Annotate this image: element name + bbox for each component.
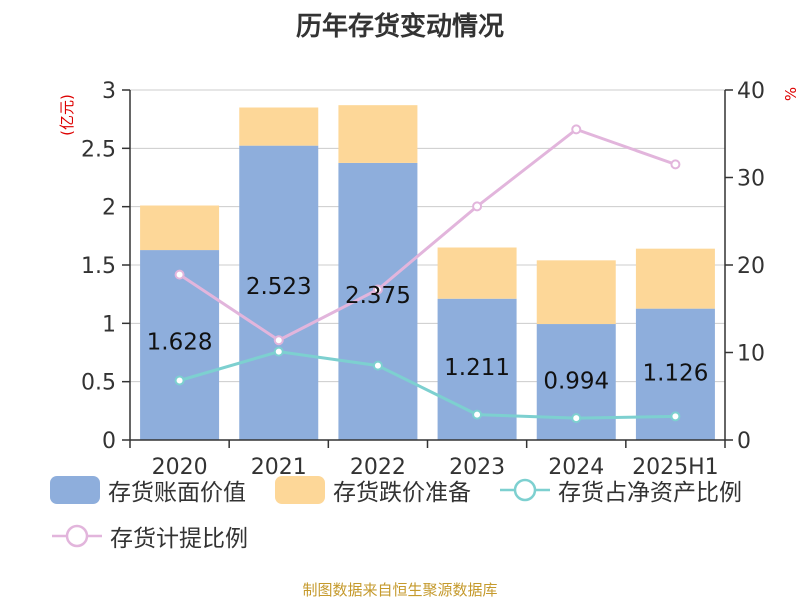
bar-impairment <box>140 205 220 251</box>
x-tick-label: 2024 <box>548 455 604 480</box>
legend-item-book-value[interactable]: 存货账面价值 <box>50 473 246 507</box>
y-right-tick-label: 20 <box>737 254 765 279</box>
legend-line-marker-provision-ratio <box>52 524 102 548</box>
y-left-tick-label: 3 <box>102 79 116 104</box>
legend-swatch-book-value <box>50 476 100 504</box>
y-right-axis-label: % <box>782 87 800 101</box>
bar-impairment <box>338 105 418 163</box>
ratio-net-assets-point <box>372 360 383 371</box>
x-tick-label: 2025H1 <box>632 455 719 480</box>
data-label-book-value: 0.994 <box>543 369 609 395</box>
bar-impairment <box>536 260 616 325</box>
data-label-book-value: 1.211 <box>444 355 510 381</box>
provision-ratio-point <box>273 335 284 346</box>
legend-item-provision-ratio[interactable]: 存货计提比例 <box>50 519 248 553</box>
y-left-tick-label: 1.5 <box>81 254 116 279</box>
provision-ratio-line <box>178 127 676 342</box>
provision-ratio-point <box>174 269 185 280</box>
legend-label-ratio-net-assets: 存货占净资产比例 <box>558 480 742 506</box>
legend-item-ratio-net-assets[interactable]: 存货占净资产比例 <box>498 473 742 507</box>
y-left-tick-label: 2 <box>102 196 116 221</box>
bar-impairment <box>635 248 715 309</box>
bar-book-value <box>140 250 220 440</box>
x-tick-label: 2020 <box>152 455 208 480</box>
data-label-book-value: 1.628 <box>147 329 213 355</box>
y-left-tick-label: 2.5 <box>81 137 116 162</box>
x-tick-label: 2023 <box>449 455 505 480</box>
legend-item-impairment[interactable]: 存货跌价准备 <box>275 473 471 507</box>
bar-impairment <box>239 107 319 146</box>
provision-ratio-point <box>571 124 582 135</box>
legend-label-provision-ratio: 存货计提比例 <box>110 526 248 552</box>
provision-ratio-point <box>372 284 383 295</box>
ratio-net-assets-point <box>571 413 582 424</box>
provision-ratio-point <box>472 201 483 212</box>
ratio-net-assets-point <box>174 375 185 386</box>
ratio-net-assets-point <box>273 346 284 357</box>
y-right-tick-label: 30 <box>737 167 765 192</box>
data-label-book-value: 1.126 <box>642 360 708 386</box>
chart-title: 历年存货变动情况 <box>295 12 504 42</box>
bar-book-value <box>239 145 319 440</box>
data-label-book-value: 2.523 <box>246 274 312 300</box>
legend-line-marker-ratio-net-assets <box>500 478 550 502</box>
ratio-net-assets-point <box>472 409 483 420</box>
y-left-tick-label: 1 <box>102 312 116 337</box>
y-right-tick-label: 10 <box>737 342 765 367</box>
bar-impairment <box>437 247 517 299</box>
legend-swatch-impairment <box>275 476 325 504</box>
y-right-tick-label: 0 <box>737 429 751 454</box>
y-left-tick-label: 0 <box>102 429 116 454</box>
y-left-tick-label: 0.5 <box>81 371 116 396</box>
legend-label-impairment: 存货跌价准备 <box>333 480 471 506</box>
y-left-axis-label: (亿元) <box>58 94 76 136</box>
ratio-net-assets-line <box>179 350 676 420</box>
x-tick-label: 2021 <box>251 455 307 480</box>
y-right-tick-label: 40 <box>737 79 765 104</box>
ratio-net-assets-point <box>670 411 681 422</box>
x-tick-label: 2022 <box>350 455 406 480</box>
provision-ratio-point <box>670 159 681 170</box>
legend-label-book-value: 存货账面价值 <box>108 480 246 506</box>
source-note: 制图数据来自恒生聚源数据库 <box>302 581 498 599</box>
data-label-book-value: 2.375 <box>345 283 411 309</box>
